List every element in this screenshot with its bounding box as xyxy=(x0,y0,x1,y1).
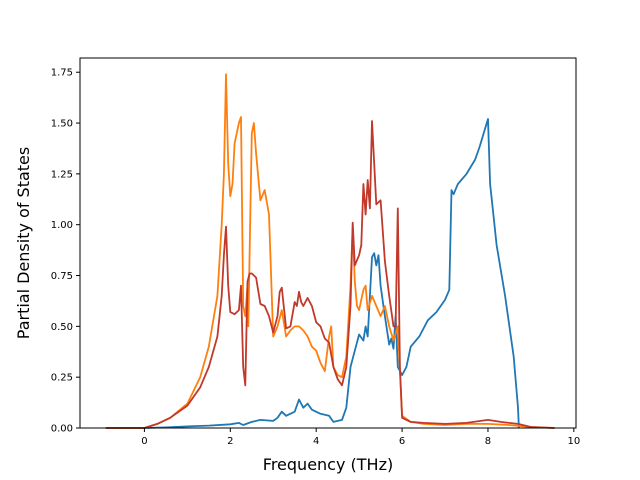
y-tick-label: 1.75 xyxy=(51,68,73,79)
y-tick-label: 0.50 xyxy=(51,322,73,333)
plot-frame xyxy=(79,57,577,429)
x-axis-ticks: 0 2 4 6 8 10 xyxy=(141,428,580,447)
y-tick-label: 1.00 xyxy=(51,220,73,231)
x-tick-label: 8 xyxy=(485,436,491,447)
y-tick-label: 1.25 xyxy=(51,169,73,180)
y-tick-label: 1.50 xyxy=(51,119,73,130)
x-tick-label: 2 xyxy=(227,436,233,447)
x-tick-label: 10 xyxy=(567,436,580,447)
series-line-3 xyxy=(105,120,555,429)
y-axis-ticks: 0.00 0.25 0.50 0.75 1.00 1.25 1.50 1.75 xyxy=(51,68,80,435)
y-axis-title: Partial Density of States xyxy=(14,147,33,339)
x-tick-label: 4 xyxy=(313,436,319,447)
series-line-2 xyxy=(105,73,555,429)
x-tick-label: 0 xyxy=(141,436,147,447)
x-axis-title: Frequency (THz) xyxy=(263,455,393,474)
plot-background xyxy=(80,58,576,428)
x-tick-label: 6 xyxy=(399,436,405,447)
series-layer xyxy=(105,73,555,429)
y-tick-label: 0.75 xyxy=(51,271,73,282)
y-tick-label: 0.25 xyxy=(51,373,73,384)
series-line-1 xyxy=(105,118,520,429)
y-tick-label: 0.00 xyxy=(51,424,73,435)
